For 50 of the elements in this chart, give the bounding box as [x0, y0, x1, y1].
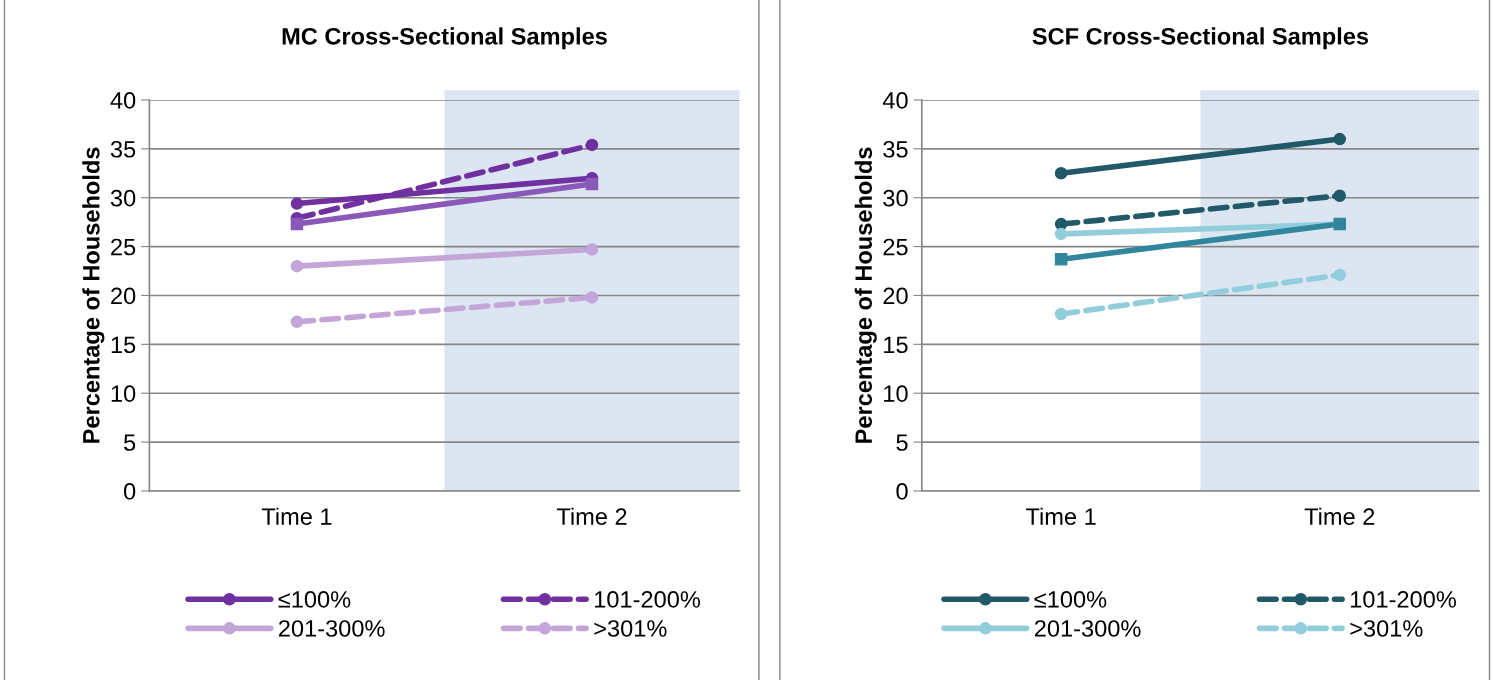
y-axis-title: Percentage of Households — [854, 147, 877, 443]
y-tick-label: 30 — [110, 189, 136, 207]
chart-title: SCF Cross-Sectional Samples — [1032, 27, 1369, 50]
legend-label: >301% — [1350, 620, 1423, 637]
y-tick-label: 40 — [882, 92, 908, 109]
point — [1054, 307, 1068, 321]
point — [1054, 227, 1068, 241]
legend-label: ≤100% — [1034, 591, 1107, 608]
y-tick-label: 0 — [896, 483, 908, 500]
point — [1333, 268, 1346, 282]
point — [1054, 167, 1068, 180]
point — [585, 138, 599, 152]
y-tick-label: 10 — [111, 385, 136, 402]
y-tick-label: 5 — [124, 434, 136, 451]
y-tick-label: 25 — [111, 238, 136, 256]
y-tick-label: 25 — [883, 238, 908, 256]
chart-title: MC Cross-Sectional Samples — [282, 27, 607, 50]
point — [1054, 253, 1068, 266]
point — [585, 177, 599, 191]
y-tick-label: 30 — [883, 189, 908, 207]
point — [290, 259, 304, 273]
legend-label: ≤100% — [278, 591, 351, 608]
x-tick-label: Time 1 — [1026, 507, 1096, 525]
y-axis-title: Percentage of Households — [82, 147, 105, 443]
legend-label: 101-200% — [1350, 591, 1456, 608]
legend-label: 201-300% — [1034, 620, 1141, 637]
legend-label: 201-300% — [278, 620, 385, 637]
legend-label: 101-200% — [595, 591, 701, 608]
x-tick-label: Time 2 — [1304, 507, 1375, 525]
x-tick-label: Time 2 — [556, 507, 627, 525]
point — [290, 217, 304, 231]
y-tick-label: 20 — [883, 287, 908, 305]
y-tick-label: 20 — [111, 287, 136, 305]
point — [585, 243, 599, 256]
point — [585, 291, 599, 304]
y-tick-label: 0 — [124, 483, 136, 500]
point — [290, 315, 304, 329]
x-tick-label: Time 1 — [261, 507, 332, 525]
y-tick-label: 35 — [110, 140, 136, 158]
point — [1333, 189, 1346, 203]
legend-label: >301% — [594, 620, 667, 637]
point — [1333, 132, 1346, 146]
y-tick-label: 10 — [884, 385, 908, 402]
point — [1054, 217, 1068, 231]
y-tick-label: 5 — [896, 434, 908, 451]
y-tick-label: 15 — [111, 336, 136, 354]
y-tick-label: 15 — [884, 336, 908, 354]
y-tick-label: 40 — [110, 92, 136, 109]
point — [290, 197, 304, 210]
y-tick-label: 35 — [883, 140, 908, 158]
